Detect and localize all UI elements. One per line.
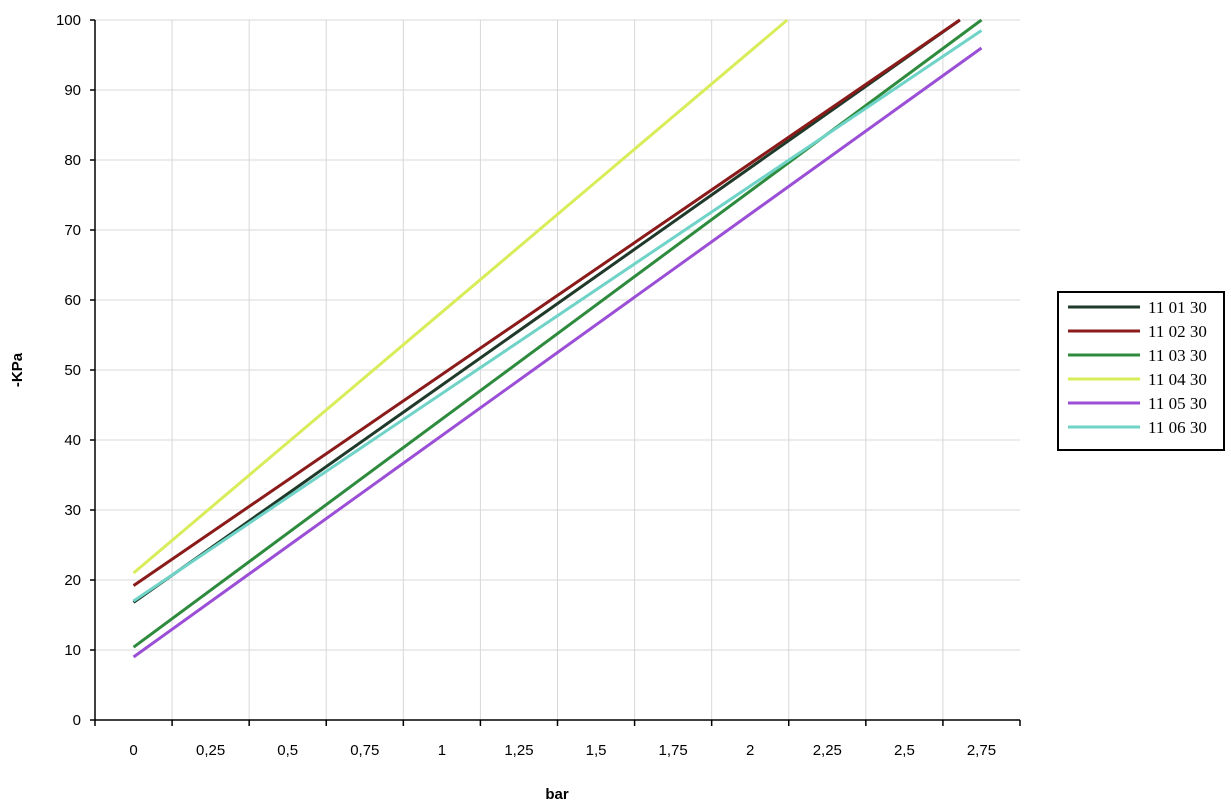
x-tick-label: 2,75 (967, 742, 996, 759)
series-line-11-05-30 (132, 46, 983, 659)
x-tick-label: 1,75 (659, 742, 688, 759)
y-tick-label: 10 (64, 642, 81, 659)
legend-label: 11 01 30 (1148, 298, 1207, 317)
y-tick-label: 40 (64, 432, 81, 449)
y-axis-tick-labels: 0 10 20 30 40 50 60 70 80 90 100 (56, 12, 81, 729)
legend-label: 11 03 30 (1148, 346, 1207, 365)
series-line-11-02-30 (132, 18, 961, 587)
y-tick-label: 100 (56, 12, 81, 29)
legend-box (1057, 291, 1225, 451)
y-tick-label: 70 (64, 222, 81, 239)
y-tick-label: 50 (64, 362, 81, 379)
x-tick-label: 1,25 (504, 742, 533, 759)
y-tick-label: 0 (73, 712, 81, 729)
x-tick-label: 0,5 (277, 742, 298, 759)
legend-label: 11 04 30 (1148, 370, 1207, 389)
series-lines (132, 18, 983, 659)
x-axis-tick-labels: 0 0,25 0,5 0,75 1 1,25 1,5 1,75 2 2,25 2,5 2,75 (129, 742, 996, 759)
x-tick-label: 1,5 (586, 742, 607, 759)
x-tick-label: 0,75 (350, 742, 379, 759)
y-tick-label: 30 (64, 502, 81, 519)
x-tick-label: 2 (746, 742, 754, 759)
x-tick-label: 2,5 (894, 742, 915, 759)
legend-label: 11 05 30 (1148, 394, 1207, 413)
y-axis-title: -KPa (9, 352, 26, 387)
x-tick-label: 0,25 (196, 742, 225, 759)
legend-label: 11 02 30 (1148, 322, 1207, 341)
series-line-11-06-30 (132, 29, 983, 603)
legend-label: 11 06 30 (1148, 418, 1207, 437)
x-axis-title: bar (545, 786, 569, 803)
y-tick-label: 90 (64, 82, 81, 99)
x-tick-label: 1 (438, 742, 446, 759)
x-tick-label: 0 (129, 742, 137, 759)
series-line-11-01-30 (132, 18, 961, 604)
series-line-11-04-30 (132, 18, 789, 575)
y-tick-label: 20 (64, 572, 81, 589)
x-tick-label: 2,25 (813, 742, 842, 759)
grid-lines (95, 19, 1020, 720)
axes (90, 19, 1021, 726)
legend: 11 01 30 11 02 30 11 03 30 11 04 30 11 05 30… (1057, 291, 1225, 451)
y-tick-label: 80 (64, 152, 81, 169)
y-tick-label: 60 (64, 292, 81, 309)
